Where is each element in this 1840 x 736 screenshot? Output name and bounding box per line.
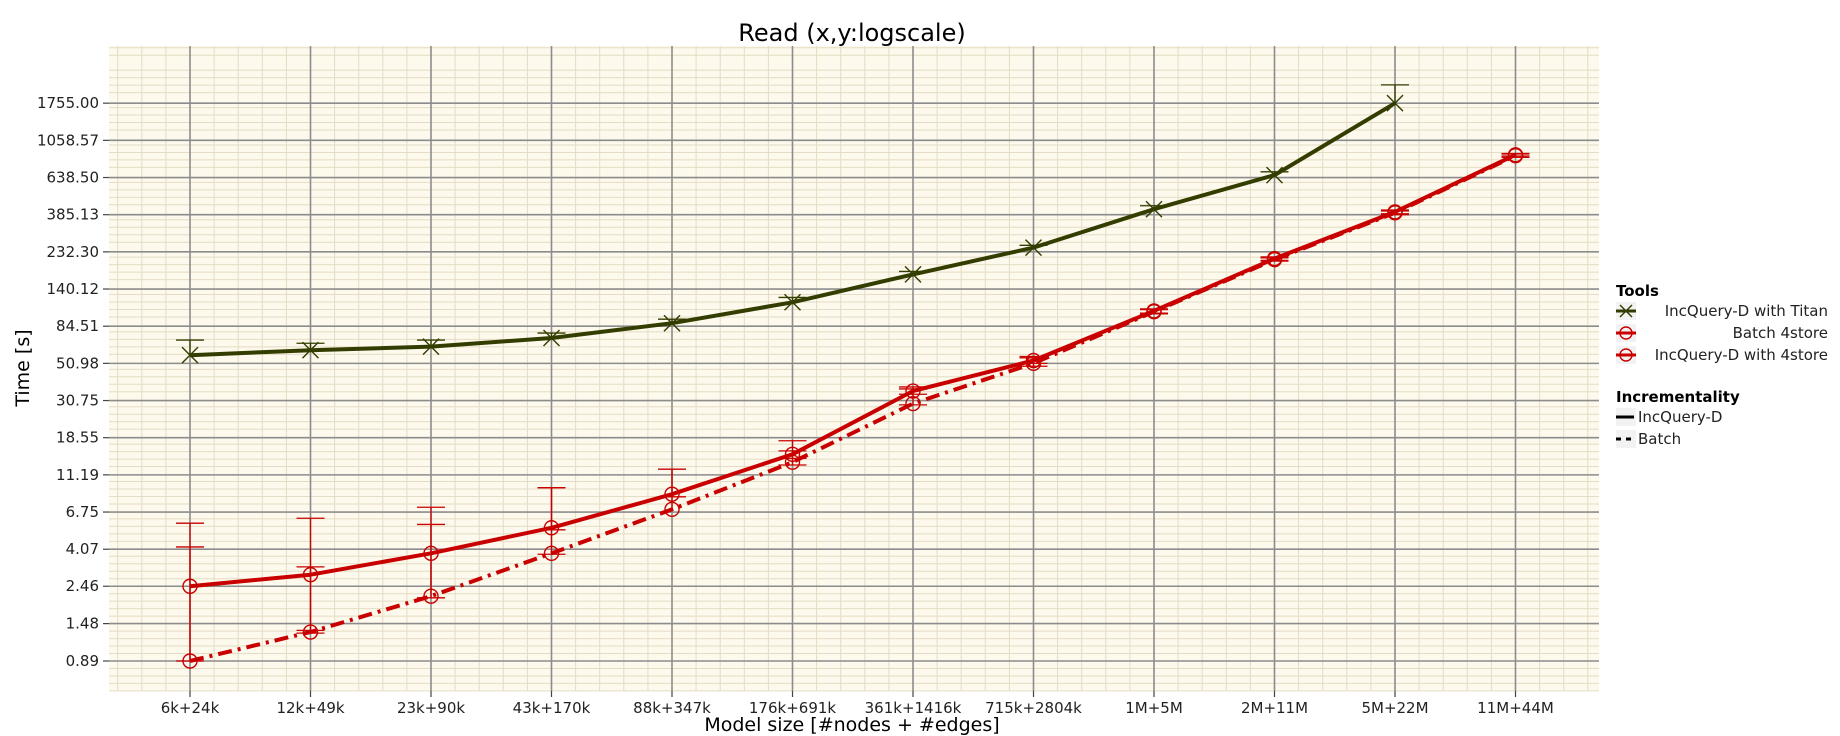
x-tick-label: 1M+5M bbox=[1125, 699, 1183, 717]
legend-entry-label: IncQuery-D bbox=[1638, 408, 1722, 426]
legend-entry-label: Batch bbox=[1638, 430, 1681, 448]
x-tick-label: 715k+2804k bbox=[985, 699, 1082, 717]
data-point bbox=[904, 265, 922, 283]
data-point bbox=[543, 545, 560, 562]
marker-stroke bbox=[1025, 239, 1042, 257]
y-tick-label: 638.50 bbox=[47, 169, 100, 187]
x-tick-label: 361k+1416k bbox=[865, 699, 962, 717]
legend-title-tools: Tools bbox=[1616, 282, 1659, 300]
data-point bbox=[1266, 166, 1283, 184]
data-point bbox=[664, 486, 680, 502]
x-tick-label: 12k+49k bbox=[276, 699, 344, 717]
x-axis-title: Model size [#nodes + #edges] bbox=[704, 714, 999, 736]
legend: Tools Incrementality IncQuery-D with Tit… bbox=[1616, 282, 1828, 448]
marker-stroke bbox=[543, 329, 560, 347]
marker-stroke bbox=[422, 338, 440, 356]
legend-key-marker bbox=[1619, 304, 1633, 318]
data-point bbox=[1507, 147, 1524, 163]
series-0 bbox=[176, 84, 1409, 364]
x-tick-label: 23k+90k bbox=[397, 699, 465, 717]
legend-key-marker bbox=[1619, 348, 1633, 362]
data-point bbox=[664, 501, 680, 518]
data-point bbox=[543, 329, 560, 347]
x-tick-label: 5M+22M bbox=[1361, 699, 1428, 717]
data-point bbox=[784, 446, 801, 463]
data-point bbox=[543, 520, 560, 536]
legend-incrementality-entries: IncQuery-D Batch bbox=[1616, 408, 1722, 448]
y-tick-label: 50.98 bbox=[56, 354, 99, 372]
data-point bbox=[1025, 352, 1042, 369]
data-point bbox=[1386, 94, 1404, 112]
data-point bbox=[663, 314, 681, 332]
data-point bbox=[1266, 250, 1283, 267]
data-point bbox=[302, 341, 319, 359]
data-point bbox=[1387, 204, 1403, 220]
plot-panel bbox=[109, 46, 1599, 691]
legend-title-incrementality: Incrementality bbox=[1616, 388, 1740, 406]
data-point bbox=[422, 338, 440, 356]
marker-stroke bbox=[784, 293, 801, 311]
marker-stroke bbox=[302, 341, 319, 359]
data-point bbox=[905, 395, 921, 412]
chart-title: Read (x,y:logscale) bbox=[738, 19, 965, 47]
x-tick-label: 6k+24k bbox=[161, 699, 220, 717]
legend-entry-label: IncQuery-D with Titan bbox=[1665, 302, 1828, 320]
data-point bbox=[1025, 239, 1042, 257]
x-tick-labels: 6k+24k 12k+49k 23k+90k 43k+170k 88k+347k 176k… bbox=[161, 691, 1554, 717]
data-point bbox=[423, 545, 439, 562]
y-tick-labels: 0.89 1.48 2.46 4.07 6.75 11.19 18.55 30.75 50.98… bbox=[37, 94, 109, 670]
y-tick-label: 385.13 bbox=[47, 206, 100, 224]
x-tick-label: 176k+691k bbox=[749, 699, 837, 717]
x-tick-label: 2M+11M bbox=[1241, 699, 1308, 717]
marker-stroke bbox=[904, 265, 922, 283]
y-tick-label: 30.75 bbox=[56, 392, 99, 410]
y-tick-label: 1.48 bbox=[66, 615, 99, 633]
y-axis-title: Time [s] bbox=[12, 329, 34, 407]
y-tick-label: 18.55 bbox=[56, 429, 99, 447]
y-tick-label: 1058.57 bbox=[37, 131, 99, 149]
data-point bbox=[302, 566, 319, 583]
marker-stroke bbox=[1266, 166, 1283, 184]
legend-entry-label: Batch 4store bbox=[1733, 324, 1828, 342]
marker-stroke bbox=[663, 314, 681, 332]
y-tick-label: 11.19 bbox=[56, 466, 99, 484]
y-tick-label: 2.46 bbox=[66, 577, 99, 595]
y-tick-label: 0.89 bbox=[66, 652, 99, 670]
data-point bbox=[784, 293, 801, 311]
legend-tools-entries: IncQuery-D with Titan Batch 4store IncQuer… bbox=[1616, 302, 1828, 364]
data-point bbox=[1145, 200, 1163, 218]
data-point bbox=[181, 346, 199, 364]
minor-grid bbox=[109, 46, 1599, 692]
y-tick-label: 84.51 bbox=[56, 317, 99, 335]
major-grid bbox=[109, 46, 1599, 691]
x-tick-label: 43k+170k bbox=[513, 699, 591, 717]
y-tick-label: 6.75 bbox=[66, 503, 99, 521]
series-line bbox=[189, 152, 1517, 589]
x-tick-label: 88k+347k bbox=[633, 699, 711, 717]
series-layer bbox=[176, 84, 1530, 669]
data-point bbox=[905, 383, 921, 399]
data-point bbox=[182, 578, 198, 594]
marker-stroke bbox=[1145, 200, 1163, 218]
series-2 bbox=[176, 147, 1530, 662]
data-point bbox=[1146, 303, 1162, 319]
y-tick-label: 1755.00 bbox=[37, 94, 99, 112]
legend-key-marker bbox=[1619, 326, 1633, 340]
y-tick-label: 4.07 bbox=[66, 540, 99, 558]
marker-stroke bbox=[181, 346, 199, 364]
y-tick-label: 232.30 bbox=[47, 243, 100, 261]
marker-stroke bbox=[1386, 94, 1404, 112]
x-tick-label: 11M+44M bbox=[1477, 699, 1554, 717]
y-tick-label: 140.12 bbox=[47, 280, 100, 298]
legend-entry-label: IncQuery-D with 4store bbox=[1655, 346, 1828, 364]
